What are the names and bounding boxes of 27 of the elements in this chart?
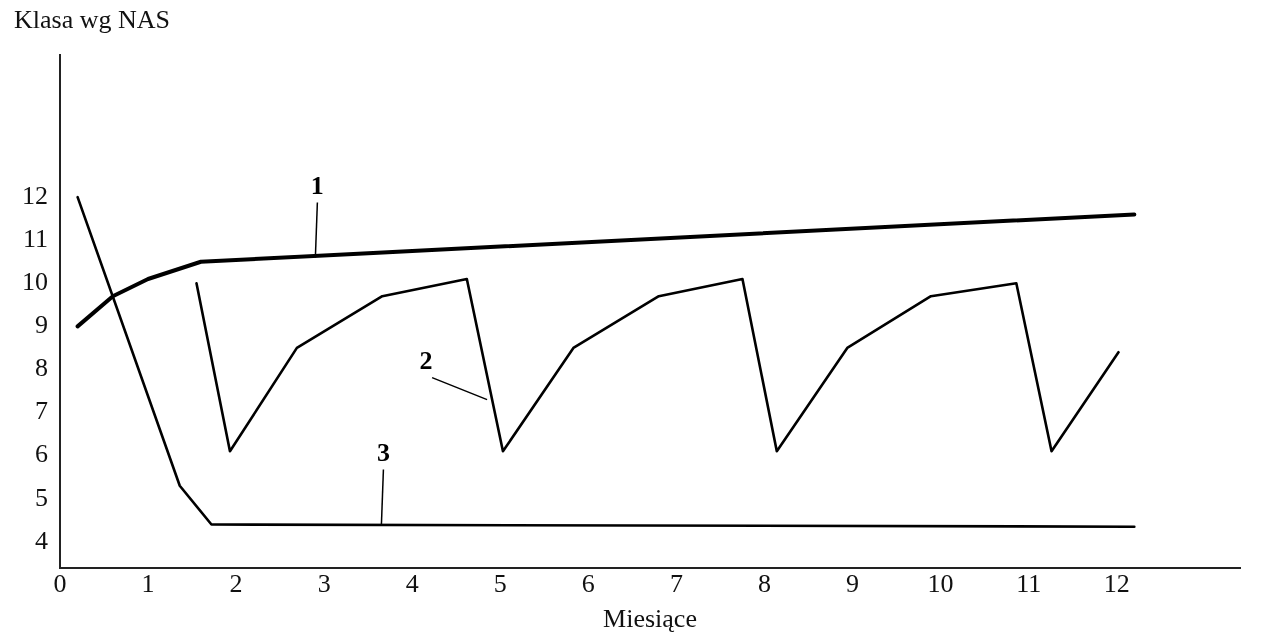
x-tick-label: 12: [1103, 569, 1130, 599]
x-tick-label: 4: [405, 569, 419, 599]
y-axis-title: Klasa wg NAS: [14, 4, 170, 34]
x-tick-label: 6: [581, 569, 595, 599]
annotation: 1: [310, 171, 324, 201]
y-tick-label: 10: [22, 267, 48, 297]
x-tick-label: 7: [669, 569, 683, 599]
y-tick-label: 11: [22, 224, 48, 254]
annotation: 3: [376, 438, 390, 468]
x-tick-label: 10: [927, 569, 954, 599]
y-tick-label: 12: [22, 180, 48, 210]
x-tick-label: 8: [757, 569, 771, 599]
y-tick-label: 4: [35, 525, 48, 555]
y-tick-label: 6: [35, 439, 48, 469]
x-tick-label: 0: [53, 569, 67, 599]
y-tick-label: 7: [35, 396, 48, 426]
annotation: 2: [419, 346, 433, 376]
y-tick-label: 5: [35, 482, 48, 512]
x-tick-label: 11: [1016, 569, 1042, 599]
x-tick-label: 3: [317, 569, 331, 599]
x-tick-label: 5: [493, 569, 507, 599]
y-tick-label: 9: [35, 310, 48, 340]
x-tick-label: 9: [846, 569, 860, 599]
x-tick-label: 2: [229, 569, 243, 599]
y-tick-label: 8: [35, 353, 48, 383]
x-axis-title: Miesiące: [603, 604, 697, 634]
x-tick-label: 1: [141, 569, 155, 599]
